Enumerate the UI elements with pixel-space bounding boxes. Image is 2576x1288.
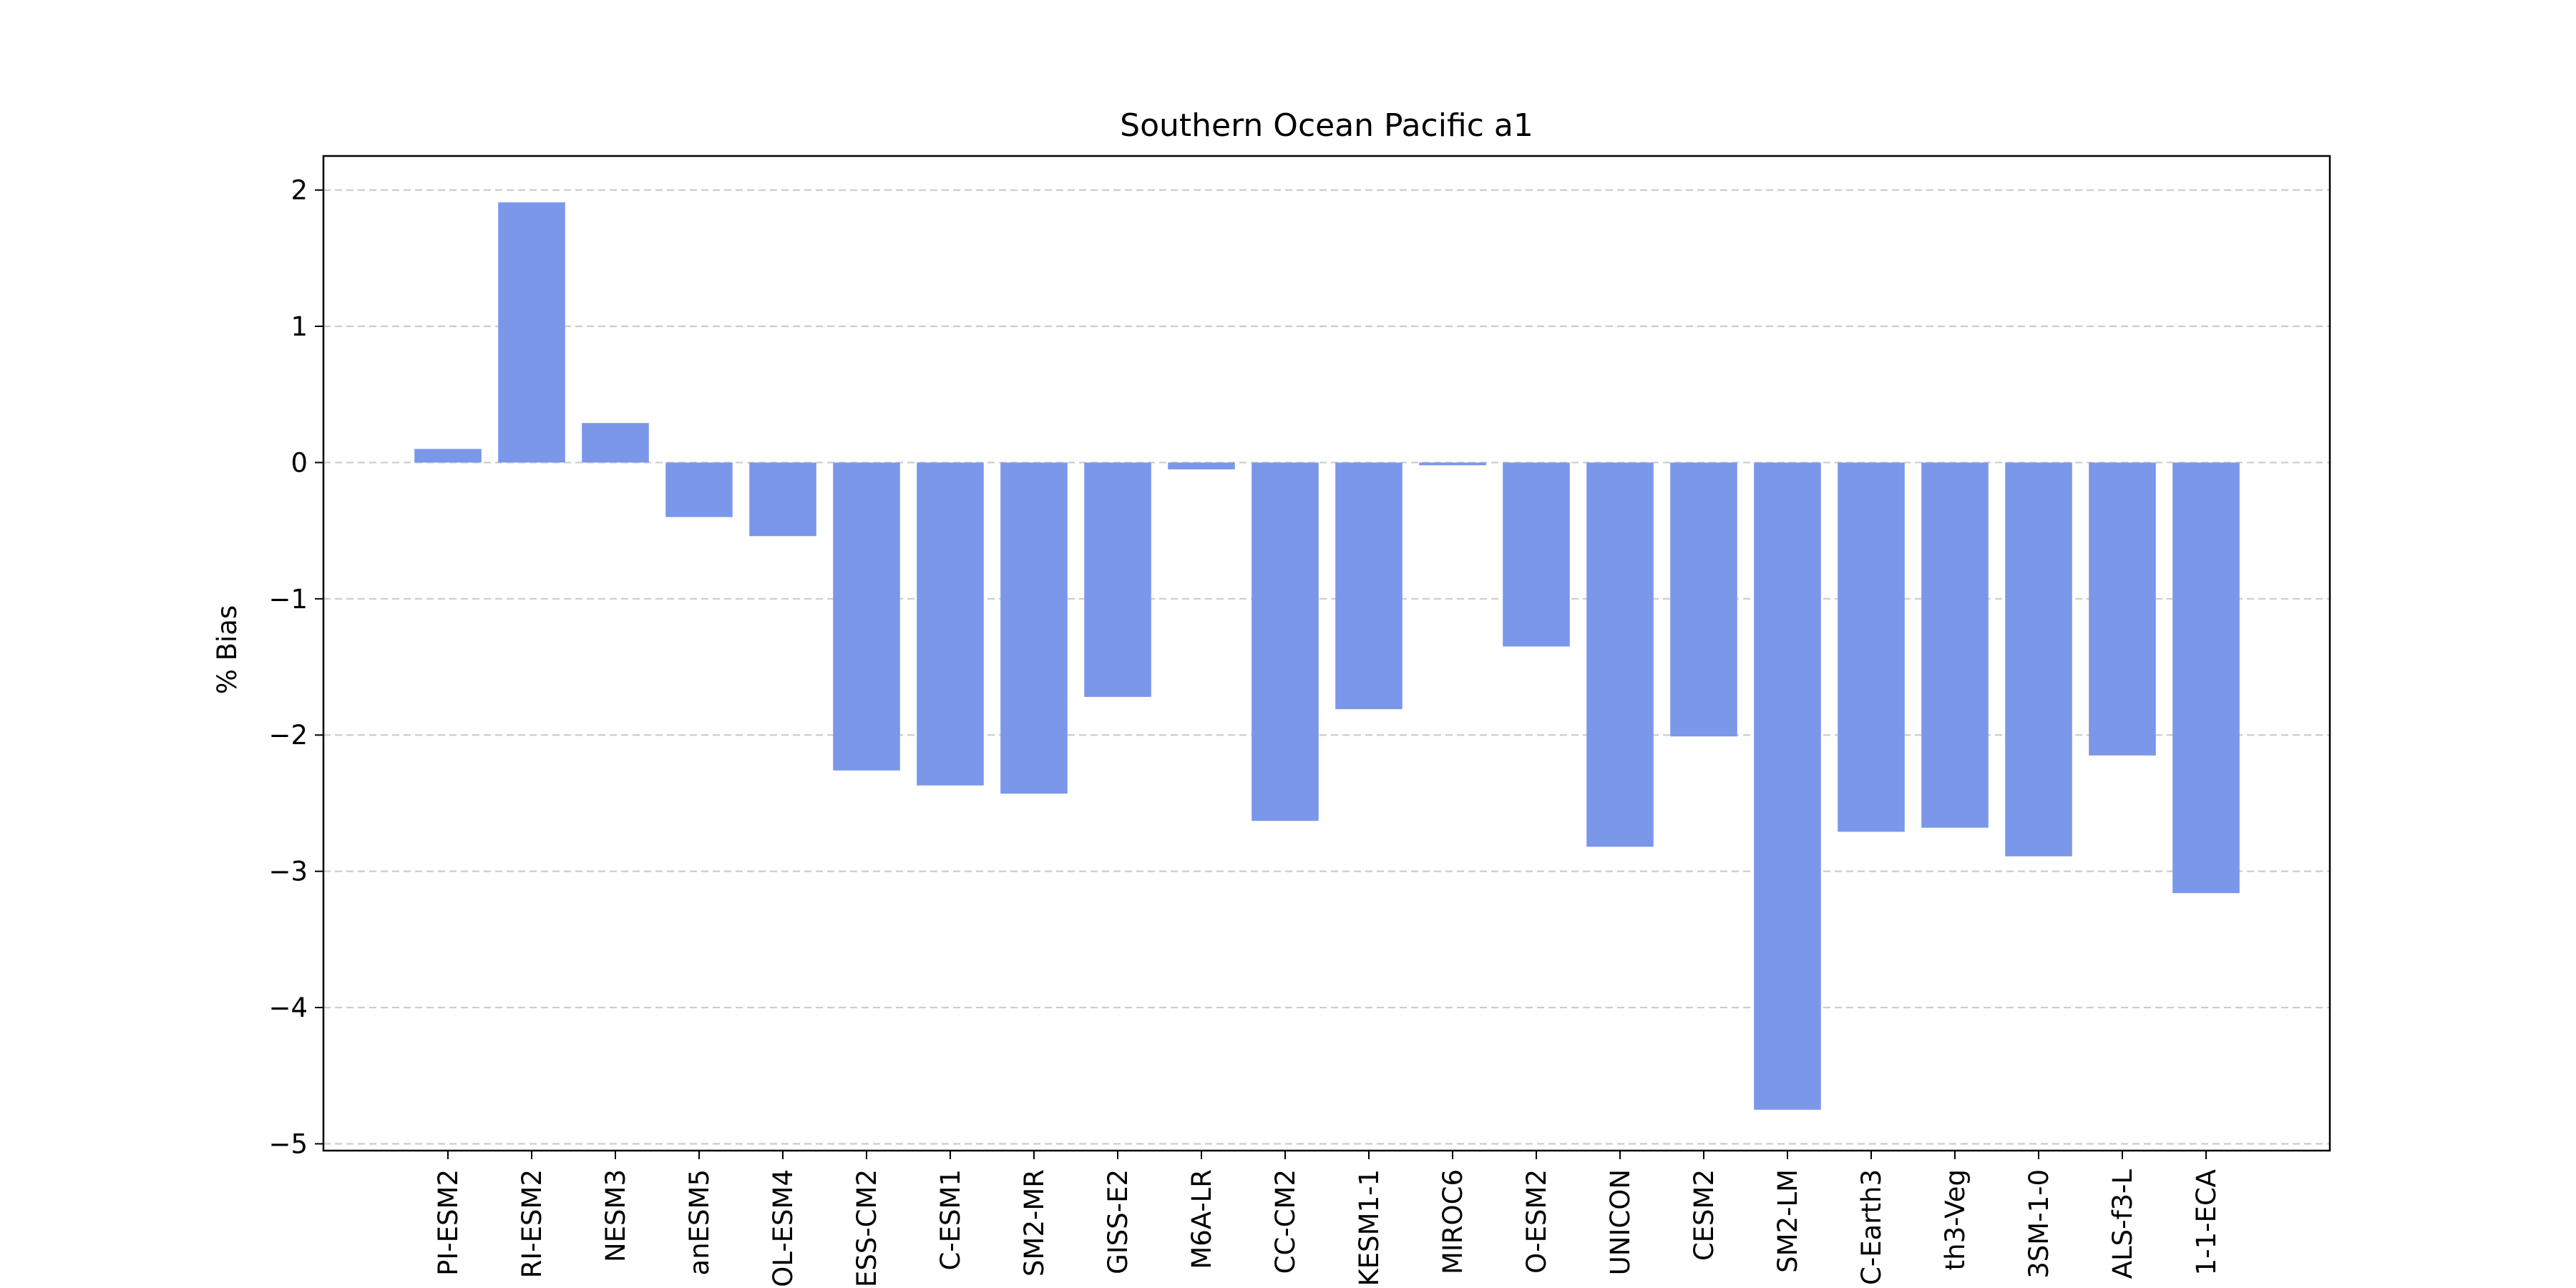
grid-lines — [323, 189, 2330, 1145]
bars — [414, 202, 2240, 1110]
x-tick-label: ALS-f3-L — [2107, 1169, 2138, 1279]
bar — [1419, 462, 1486, 466]
x-tick-label: C-ESM1 — [935, 1169, 966, 1271]
y-tick-label: 1 — [291, 311, 308, 342]
bar — [1000, 462, 1068, 794]
bar — [1335, 462, 1402, 710]
bar — [1754, 462, 1821, 1110]
x-tick-label: CESM2 — [1689, 1169, 1719, 1261]
x-tick-label: PI-ESM2 — [433, 1169, 464, 1276]
x-tick-label: CC-CM2 — [1270, 1169, 1301, 1274]
chart-title: Southern Ocean Pacific a1 — [1120, 107, 1533, 144]
bar — [2172, 462, 2240, 894]
bar — [1838, 462, 1905, 832]
x-tick-label: 3SM-1-0 — [2024, 1169, 2054, 1279]
bar — [1084, 462, 1151, 697]
bar — [414, 449, 482, 463]
x-axis: PI-ESM2 RI-ESM2 NESM3 anESM5 OL-ESM4 ESS-CM2 C… — [433, 1151, 2222, 1287]
x-tick-label: M6A-LR — [1186, 1169, 1217, 1269]
x-tick-label: RI-ESM2 — [517, 1169, 547, 1278]
x-tick-label: GISS-E2 — [1103, 1169, 1133, 1274]
bar — [1168, 462, 1235, 469]
bar — [582, 423, 649, 463]
x-tick-label: O-ESM2 — [1521, 1169, 1552, 1274]
x-tick-label: 1-1-ECA — [2191, 1169, 2222, 1275]
bar — [498, 202, 565, 463]
y-tick-label: −3 — [268, 857, 308, 887]
x-tick-label: UNICON — [1605, 1169, 1636, 1275]
bar — [1252, 462, 1319, 821]
bar — [749, 462, 816, 537]
bar — [917, 462, 984, 786]
plot-frame — [322, 155, 2331, 1152]
bar — [665, 462, 733, 517]
y-axis-label: % Bias — [212, 605, 243, 695]
x-tick-label: SM2-LM — [1772, 1169, 1803, 1273]
bar — [2089, 462, 2156, 756]
y-tick-label: −1 — [268, 584, 308, 615]
x-tick-label: OL-ESM4 — [768, 1169, 799, 1287]
bar — [1921, 462, 1989, 828]
y-tick-label: 2 — [291, 175, 308, 206]
x-tick-label: NESM3 — [600, 1169, 631, 1262]
y-tick-label: −5 — [268, 1128, 308, 1159]
bar — [1503, 462, 1570, 647]
y-tick-label: −4 — [268, 992, 308, 1023]
x-tick-label: anESM5 — [684, 1169, 715, 1275]
bar — [1670, 462, 1737, 737]
x-tick-label: th3-Veg — [1940, 1169, 1971, 1270]
bar — [2005, 462, 2072, 857]
x-tick-label: SM2-MR — [1019, 1169, 1050, 1277]
y-tick-label: −2 — [268, 720, 308, 751]
bar — [1586, 462, 1654, 847]
x-tick-label: C-Earth3 — [1856, 1169, 1887, 1285]
bar — [833, 462, 900, 771]
x-tick-label: ESS-CM2 — [852, 1169, 882, 1287]
y-tick-label: 0 — [291, 447, 308, 478]
x-tick-label: KESM1-1 — [1354, 1169, 1385, 1286]
y-axis: 2 1 0 −1 −2 −3 −4 −5 — [268, 175, 323, 1159]
x-tick-label: MIROC6 — [1438, 1169, 1468, 1274]
